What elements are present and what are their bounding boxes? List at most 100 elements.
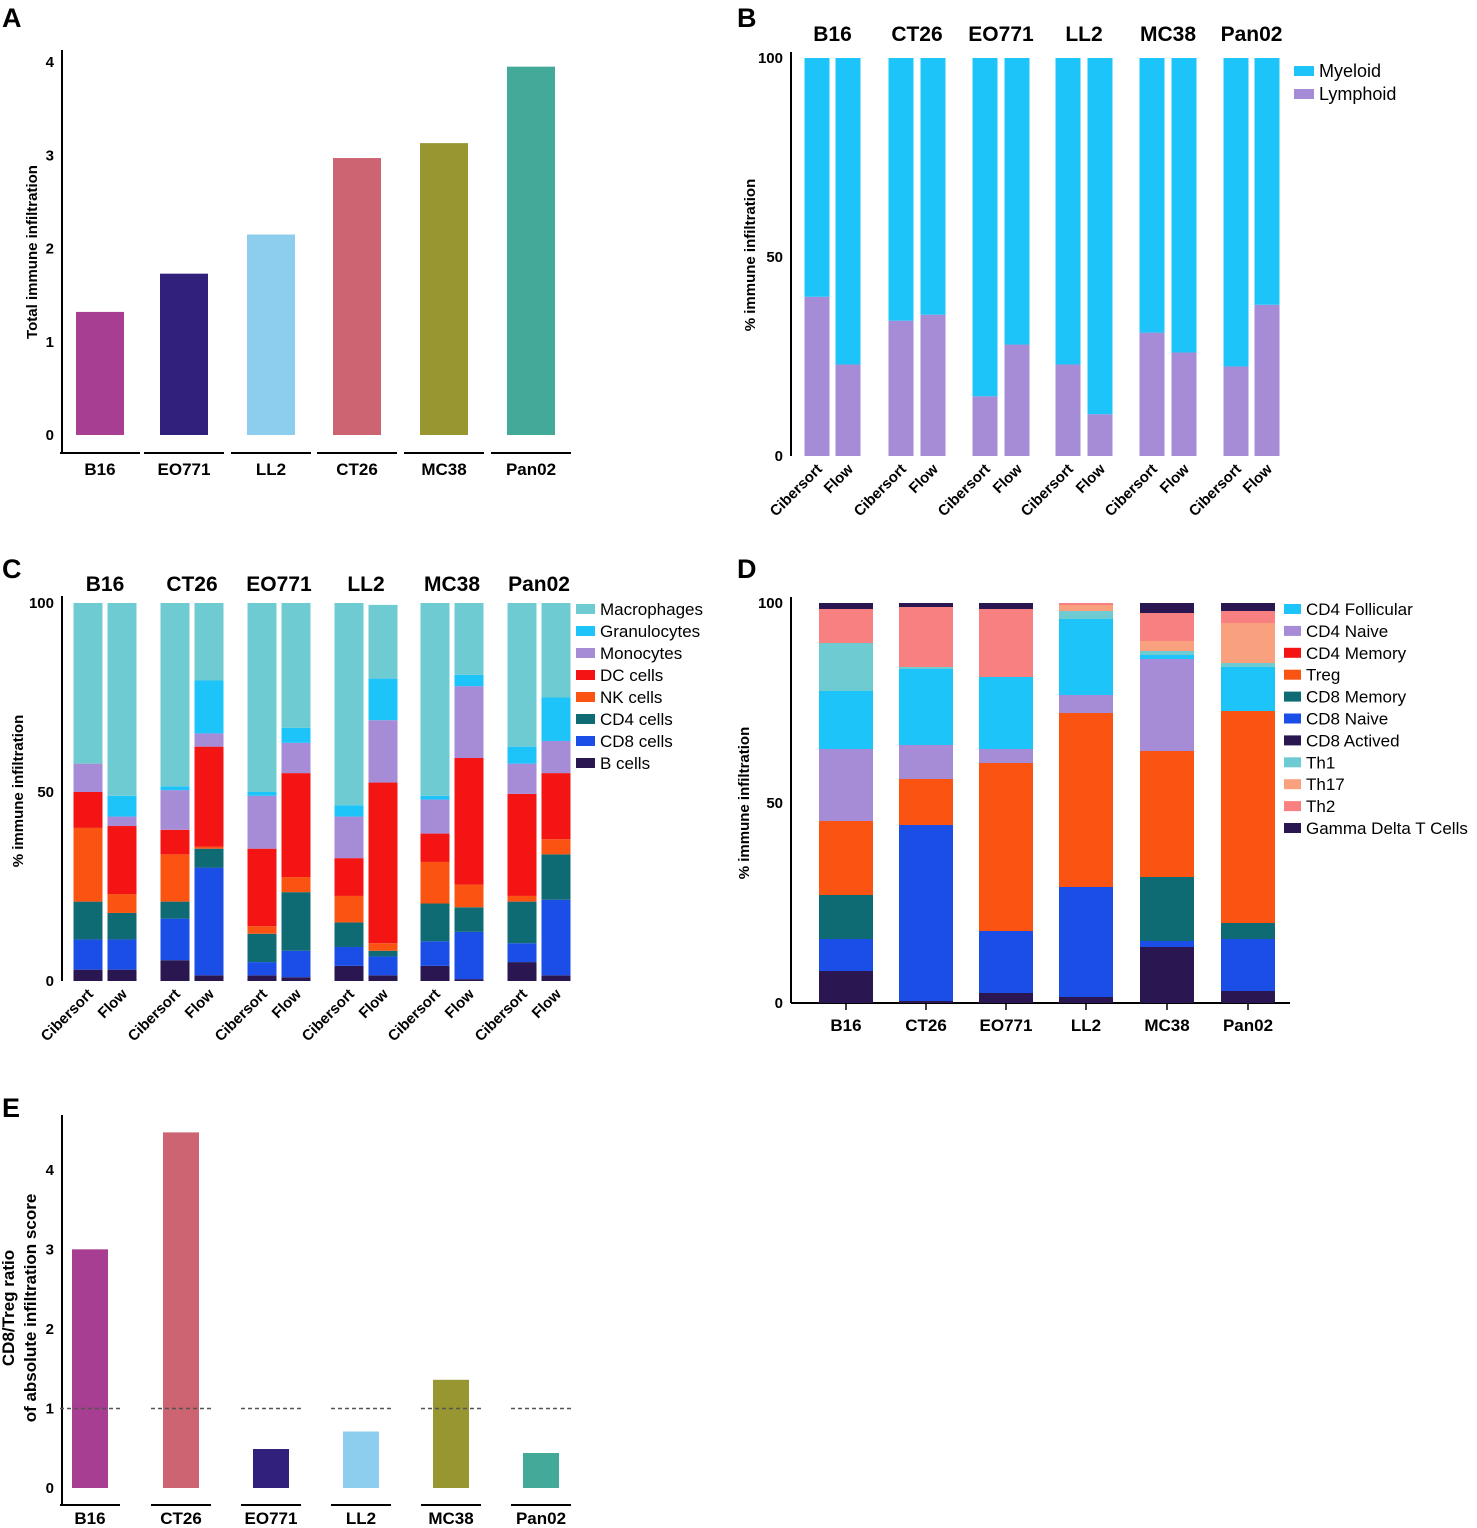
panel-c-bar-ll2-flow-macrophages — [368, 604, 398, 679]
panel-c-x-tick-label: Cibersort — [385, 986, 444, 1045]
panel-d-bar-ll2-cd4-naive — [1059, 695, 1113, 713]
panel-c-legend-label-nk-cells: NK cells — [600, 688, 662, 707]
panel-a-x-tick-label: B16 — [84, 460, 115, 479]
panel-d-bar-mc38-cd4-follicular — [1140, 655, 1194, 659]
panel-d: D % immune infiltration 0 50 100 B16 CT26 EO7… — [736, 554, 1468, 1035]
panel-c-bar-pan02-flow-cd4-cells — [541, 854, 571, 900]
panel-d-bar-ct26-th1 — [899, 667, 953, 669]
panel-d-y-tick-label: 50 — [766, 795, 783, 812]
panel-d-bar-b16-treg — [819, 821, 873, 895]
panel-c-bar-eo771-cibersort-nk-cells — [247, 926, 277, 934]
panel-d-legend-label-cd8-actived: CD8 Actived — [1306, 731, 1400, 750]
panel-c-bar-mc38-flow-cd4-cells — [454, 907, 484, 932]
panel-c-bar-eo771-flow-macrophages — [281, 603, 311, 728]
panel-d-bar-eo771-cd8-actived — [979, 993, 1033, 1003]
panel-c-bar-ll2-flow-dc-cells — [368, 782, 398, 944]
panel-c-bar-ct26-flow-dc-cells — [194, 746, 224, 847]
panel-b-x-tick-label: Cibersort — [851, 461, 910, 520]
panel-d-bar-ct26-th2 — [899, 607, 953, 667]
panel-c-bar-b16-flow-granulocytes — [107, 795, 137, 817]
panel-b-group-title-mc38: MC38 — [1140, 23, 1196, 46]
panel-c-bar-b16-cibersort-monocytes — [73, 763, 103, 792]
panel-c-bar-mc38-cibersort-nk-cells — [420, 861, 450, 904]
panel-d-bar-eo771-th2 — [979, 609, 1033, 677]
panel-a-x-tick-label: EO771 — [158, 460, 211, 479]
panel-d-bar-pan02-cd8-memory — [1221, 923, 1275, 939]
panel-c-x-tick-label: Flow — [442, 986, 478, 1022]
panel-d-bar-ct26-gamma-delta-t-cells — [899, 603, 953, 607]
panel-d-bar-eo771-gamma-delta-t-cells — [979, 603, 1033, 609]
panel-b-bar-pan02-cibersort-lymphoid — [1223, 366, 1249, 456]
panel-d-bar-ll2-cd8-actived — [1059, 997, 1113, 1003]
panel-e: E CD8/Treg ratio of absolute infiltratio… — [0, 1093, 571, 1528]
panel-a-y-tick-label: 4 — [46, 54, 55, 71]
panel-d-legend-label-th1: Th1 — [1306, 753, 1335, 772]
panel-b-bar-pan02-cibersort-myeloid — [1223, 58, 1249, 367]
panel-b-x-tick-label: Flow — [1073, 461, 1109, 497]
panel-c-bar-pan02-flow-cd8-cells — [541, 899, 571, 976]
panel-c-legend-label-cd4-cells: CD4 cells — [600, 710, 673, 729]
panel-c-bar-ct26-cibersort-dc-cells — [160, 829, 190, 855]
panel-c-bar-pan02-flow-monocytes — [541, 740, 571, 774]
panel-b-y-tick-label: 100 — [758, 50, 783, 67]
panel-c-bar-pan02-flow-dc-cells — [541, 773, 571, 840]
panel-c-bar-ct26-cibersort-macrophages — [160, 603, 190, 787]
panel-c-bar-mc38-flow-dc-cells — [454, 757, 484, 885]
panel-a: A Total immune infiltration 0 1 2 3 4 B16 EO77… — [2, 3, 571, 479]
panel-b-x-tick-label: Cibersort — [767, 461, 826, 520]
panel-c-bar-ll2-cibersort-cd4-cells — [334, 922, 364, 947]
panel-d-x-tick-label: EO771 — [980, 1016, 1033, 1035]
panel-c-bar-ll2-cibersort-nk-cells — [334, 895, 364, 923]
panel-c-legend-swatch-dc-cells — [576, 670, 595, 680]
panel-c-bar-pan02-flow-b-cells — [541, 975, 571, 981]
panel-c-bar-eo771-cibersort-granulocytes — [247, 792, 277, 796]
panel-d-bar-mc38-th17 — [1140, 641, 1194, 651]
panel-c-x-tick-label: Flow — [95, 986, 131, 1022]
panel-b: B % immune infiltration 0 50 100 B16 Ciberso… — [737, 3, 1396, 520]
panel-c-bar-ll2-flow-cd4-cells — [368, 950, 398, 957]
panel-b-x-tick-label: Flow — [821, 461, 857, 497]
panel-b-y-tick-label: 0 — [775, 448, 783, 465]
panel-c-bar-b16-cibersort-cd4-cells — [73, 901, 103, 940]
panel-c-bar-ll2-cibersort-monocytes — [334, 816, 364, 859]
panel-c-bar-ct26-flow-nk-cells — [194, 846, 224, 849]
panel-e-x-tick-label: MC38 — [428, 1509, 473, 1528]
panel-e-y-tick-label: 4 — [46, 1162, 55, 1179]
panel-d-y-axis-title: % immune infiltration — [736, 727, 753, 880]
panel-c-bar-b16-flow-b-cells — [107, 969, 137, 981]
panel-b-bar-b16-cibersort-myeloid — [804, 58, 830, 297]
panel-c-bar-ct26-flow-cd4-cells — [194, 848, 224, 868]
panel-a-bar-ll2 — [247, 234, 295, 435]
panel-c-x-tick-label: Cibersort — [472, 986, 531, 1045]
panel-c-x-tick-label: Flow — [356, 986, 392, 1022]
panel-e-x-tick-label: B16 — [74, 1509, 105, 1528]
panel-c-legend-swatch-nk-cells — [576, 692, 595, 702]
panel-b-bar-eo771-cibersort-lymphoid — [972, 396, 998, 456]
panel-e-y-tick-label: 3 — [46, 1241, 54, 1258]
panel-d-legend-swatch-treg — [1284, 669, 1301, 680]
panel-d-bar-ll2-th1 — [1059, 611, 1113, 619]
panel-a-bar-ct26 — [333, 158, 381, 436]
panel-b-x-tick-label: Flow — [990, 461, 1026, 497]
panel-c-bar-b16-cibersort-dc-cells — [73, 792, 103, 828]
panel-c-bar-mc38-flow-granulocytes — [454, 674, 484, 687]
panel-c-bar-eo771-cibersort-cd4-cells — [247, 933, 277, 963]
panel-b-x-tick-label: Flow — [1240, 461, 1276, 497]
panel-c-bar-ct26-flow-monocytes — [194, 733, 224, 747]
panel-e-bar-pan02 — [523, 1452, 559, 1488]
panel-c-group-title-mc38: MC38 — [424, 573, 480, 596]
panel-d-bar-pan02-th17 — [1221, 623, 1275, 663]
panel-c-bar-eo771-flow-granulocytes — [281, 727, 311, 743]
panel-c-bar-ct26-cibersort-b-cells — [160, 960, 190, 981]
panel-a-y-tick-label: 1 — [46, 334, 54, 351]
panel-b-legend-label-myeloid: Myeloid — [1319, 61, 1381, 81]
panel-c-bar-eo771-cibersort-b-cells — [247, 975, 277, 981]
panel-d-bar-pan02-treg — [1221, 711, 1275, 923]
panel-c-legend-swatch-b-cells — [576, 758, 595, 768]
panel-d-legend-label-cd8-memory: CD8 Memory — [1306, 688, 1407, 707]
panel-d-bar-mc38-gamma-delta-t-cells — [1140, 603, 1194, 613]
panel-d-bar-eo771-cd4-naive — [979, 749, 1033, 763]
panel-b-bar-ct26-flow-myeloid — [920, 58, 946, 315]
panel-c-bar-b16-cibersort-cd8-cells — [73, 939, 103, 970]
panel-c-bar-mc38-flow-monocytes — [454, 686, 484, 758]
